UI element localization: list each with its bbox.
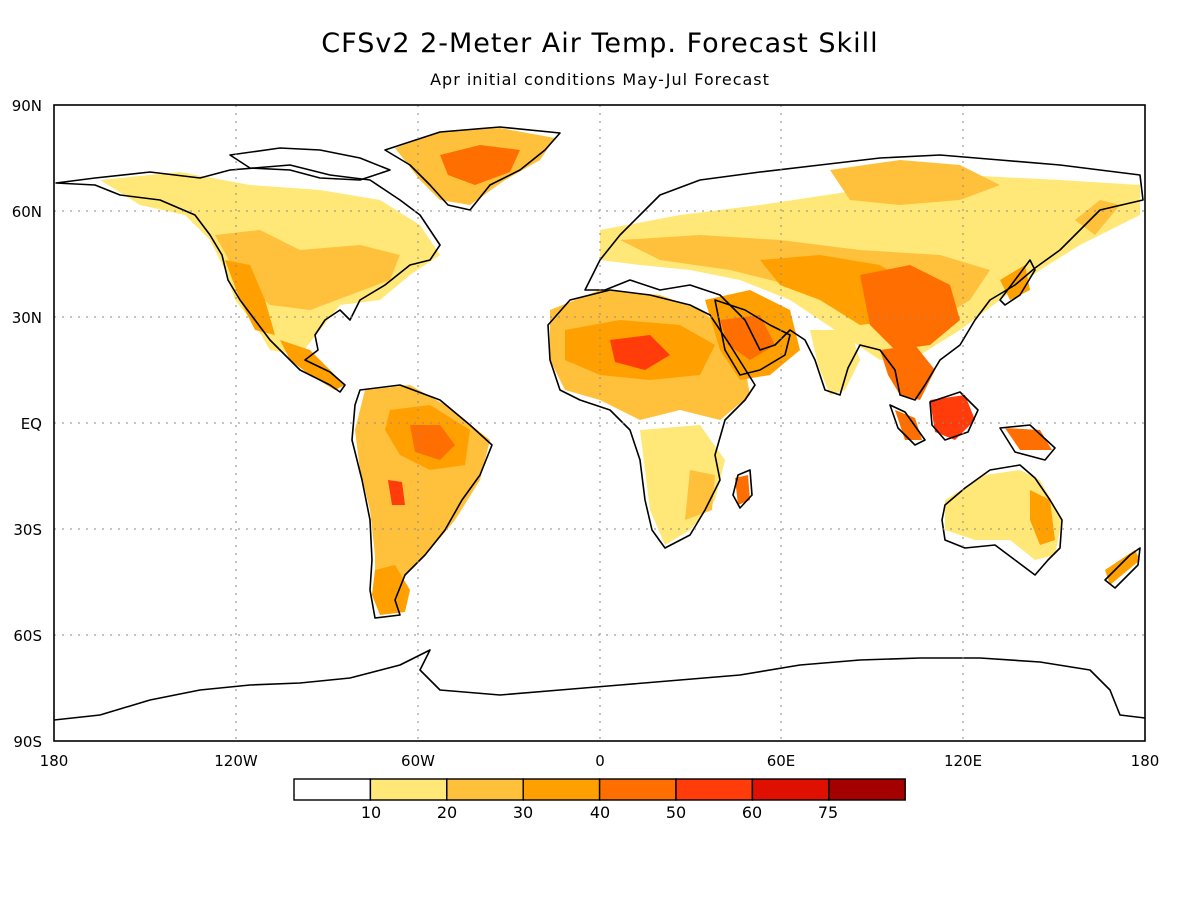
- colorbar-label: 75: [818, 803, 838, 822]
- coast-arctic-islands: [229, 147, 391, 181]
- chart-title: CFSv2 2-Meter Air Temp. Forecast Skill: [321, 28, 879, 59]
- coast-madagascar: [732, 469, 753, 509]
- colorbar-label: 40: [590, 803, 610, 822]
- lat-label: EQ: [21, 415, 42, 433]
- coast-australia: [941, 464, 1063, 576]
- shade-na-mid: [215, 230, 400, 310]
- shade-nz: [1105, 550, 1140, 585]
- colorbar-labels: 10 20 30 40 50 60 75: [361, 803, 838, 822]
- colorbar-swatch: [751, 778, 830, 801]
- coast-africa: [547, 289, 756, 549]
- shade-se-asia: [880, 345, 935, 400]
- lat-labels: 90N 60N 30N EQ 30S 60S 90S: [12, 97, 42, 751]
- colorbar: [293, 778, 906, 801]
- coast-south-america: [351, 384, 493, 619]
- lat-label: 90S: [13, 733, 42, 751]
- coastlines: [54, 126, 1145, 721]
- colorbar-swatch: [446, 778, 524, 801]
- lon-label: 60W: [401, 752, 435, 770]
- lon-label: 0: [595, 752, 605, 770]
- coast-north-america: [55, 164, 441, 393]
- coast-antarctica: [54, 649, 1145, 721]
- lat-label: 30S: [13, 521, 42, 539]
- shade-mexico: [280, 340, 345, 390]
- lon-label: 60E: [767, 752, 796, 770]
- coast-greenland: [384, 126, 561, 211]
- lat-label: 90N: [12, 97, 42, 115]
- colorbar-swatch: [598, 778, 677, 801]
- coast-nz: [1104, 547, 1141, 589]
- lon-label: 180: [1131, 752, 1160, 770]
- colorbar-label: 60: [742, 803, 762, 822]
- lat-label: 60N: [12, 203, 42, 221]
- coast-borneo: [929, 391, 979, 441]
- coast-arabia: [714, 299, 791, 376]
- shade-sahara-hot: [610, 335, 670, 370]
- shade-madagascar: [735, 475, 750, 505]
- shade-africa-se: [685, 470, 715, 520]
- shade-na-w: [225, 260, 275, 335]
- shade-sumatra: [895, 410, 922, 440]
- colorbar-swatch: [828, 778, 906, 801]
- coast-japan: [999, 259, 1036, 306]
- shade-patagonia: [372, 565, 410, 615]
- colorbar-label: 10: [361, 803, 381, 822]
- shade-africa-south: [640, 425, 725, 545]
- shade-australia-e: [1030, 490, 1055, 545]
- coast-sumatra: [889, 404, 926, 446]
- colorbar-swatch: [522, 778, 601, 801]
- colorbar-swatch: [369, 778, 448, 801]
- shade-greenland-core: [440, 145, 520, 185]
- lon-label: 180: [40, 752, 69, 770]
- colorbar-label: 30: [513, 803, 533, 822]
- colorbar-label: 50: [666, 803, 686, 822]
- chart-subtitle: Apr initial conditions May-Jul Forecast: [430, 70, 770, 89]
- shade-borneo: [930, 395, 975, 440]
- lon-label: 120E: [944, 752, 982, 770]
- colorbar-swatch: [675, 778, 754, 801]
- shade-sa-patch: [388, 480, 405, 505]
- lat-label: 30N: [12, 309, 42, 327]
- skill-shading: [100, 128, 1140, 615]
- map-frame: [53, 104, 1146, 742]
- coast-eurasia: [584, 154, 1144, 401]
- colorbar-swatch: [293, 778, 372, 801]
- coast-new-guinea: [999, 424, 1056, 461]
- lat-label: 60S: [13, 627, 42, 645]
- lon-label: 120W: [214, 752, 258, 770]
- lon-labels: 180 120W 60W 0 60E 120E 180: [40, 752, 1160, 770]
- colorbar-label: 20: [437, 803, 457, 822]
- shade-siberia: [830, 160, 1000, 205]
- shade-china: [860, 265, 960, 350]
- shade-india: [810, 330, 860, 395]
- shade-sa-hot: [410, 425, 455, 460]
- graticule: [54, 105, 1145, 741]
